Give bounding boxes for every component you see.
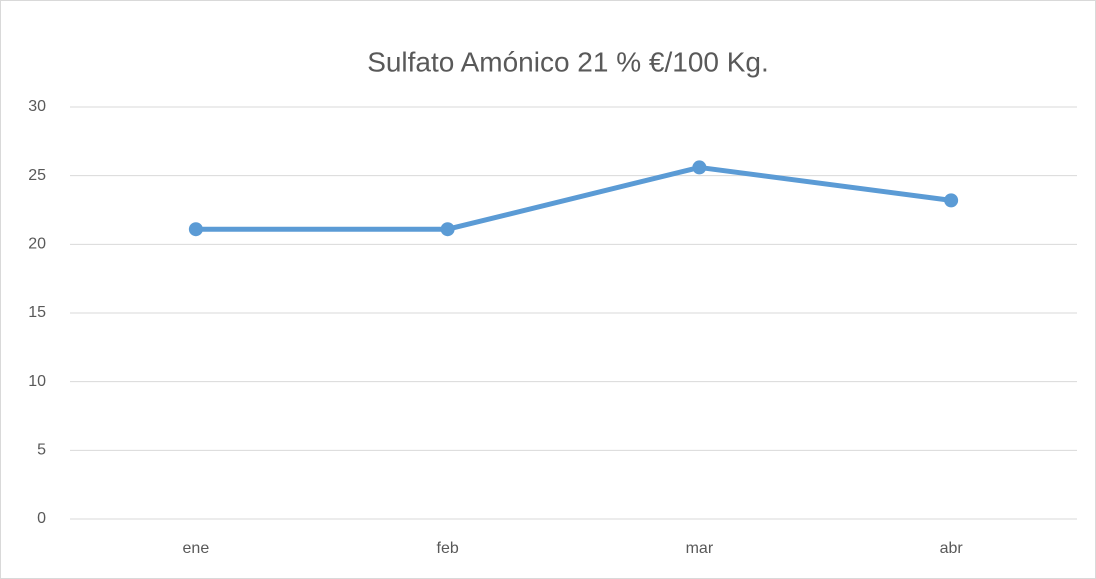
data-point bbox=[440, 222, 455, 237]
y-tick-label: 15 bbox=[28, 304, 46, 321]
line-series bbox=[193, 164, 954, 232]
chart-title: Sulfato Amónico 21 % €/100 Kg. bbox=[367, 46, 769, 77]
x-tick-label: abr bbox=[940, 540, 964, 557]
data-point bbox=[188, 222, 203, 237]
x-tick-label: mar bbox=[686, 540, 714, 557]
x-tick-label: ene bbox=[183, 540, 210, 557]
y-tick-label: 30 bbox=[28, 98, 46, 115]
data-point bbox=[944, 193, 959, 208]
y-tick-label: 25 bbox=[28, 167, 46, 184]
y-tick-label: 5 bbox=[37, 442, 46, 459]
data-point bbox=[692, 160, 707, 175]
x-tick-label: feb bbox=[437, 540, 459, 557]
y-tick-label: 20 bbox=[28, 236, 46, 253]
y-tick-label: 10 bbox=[28, 373, 46, 390]
y-tick-label: 0 bbox=[37, 510, 46, 527]
